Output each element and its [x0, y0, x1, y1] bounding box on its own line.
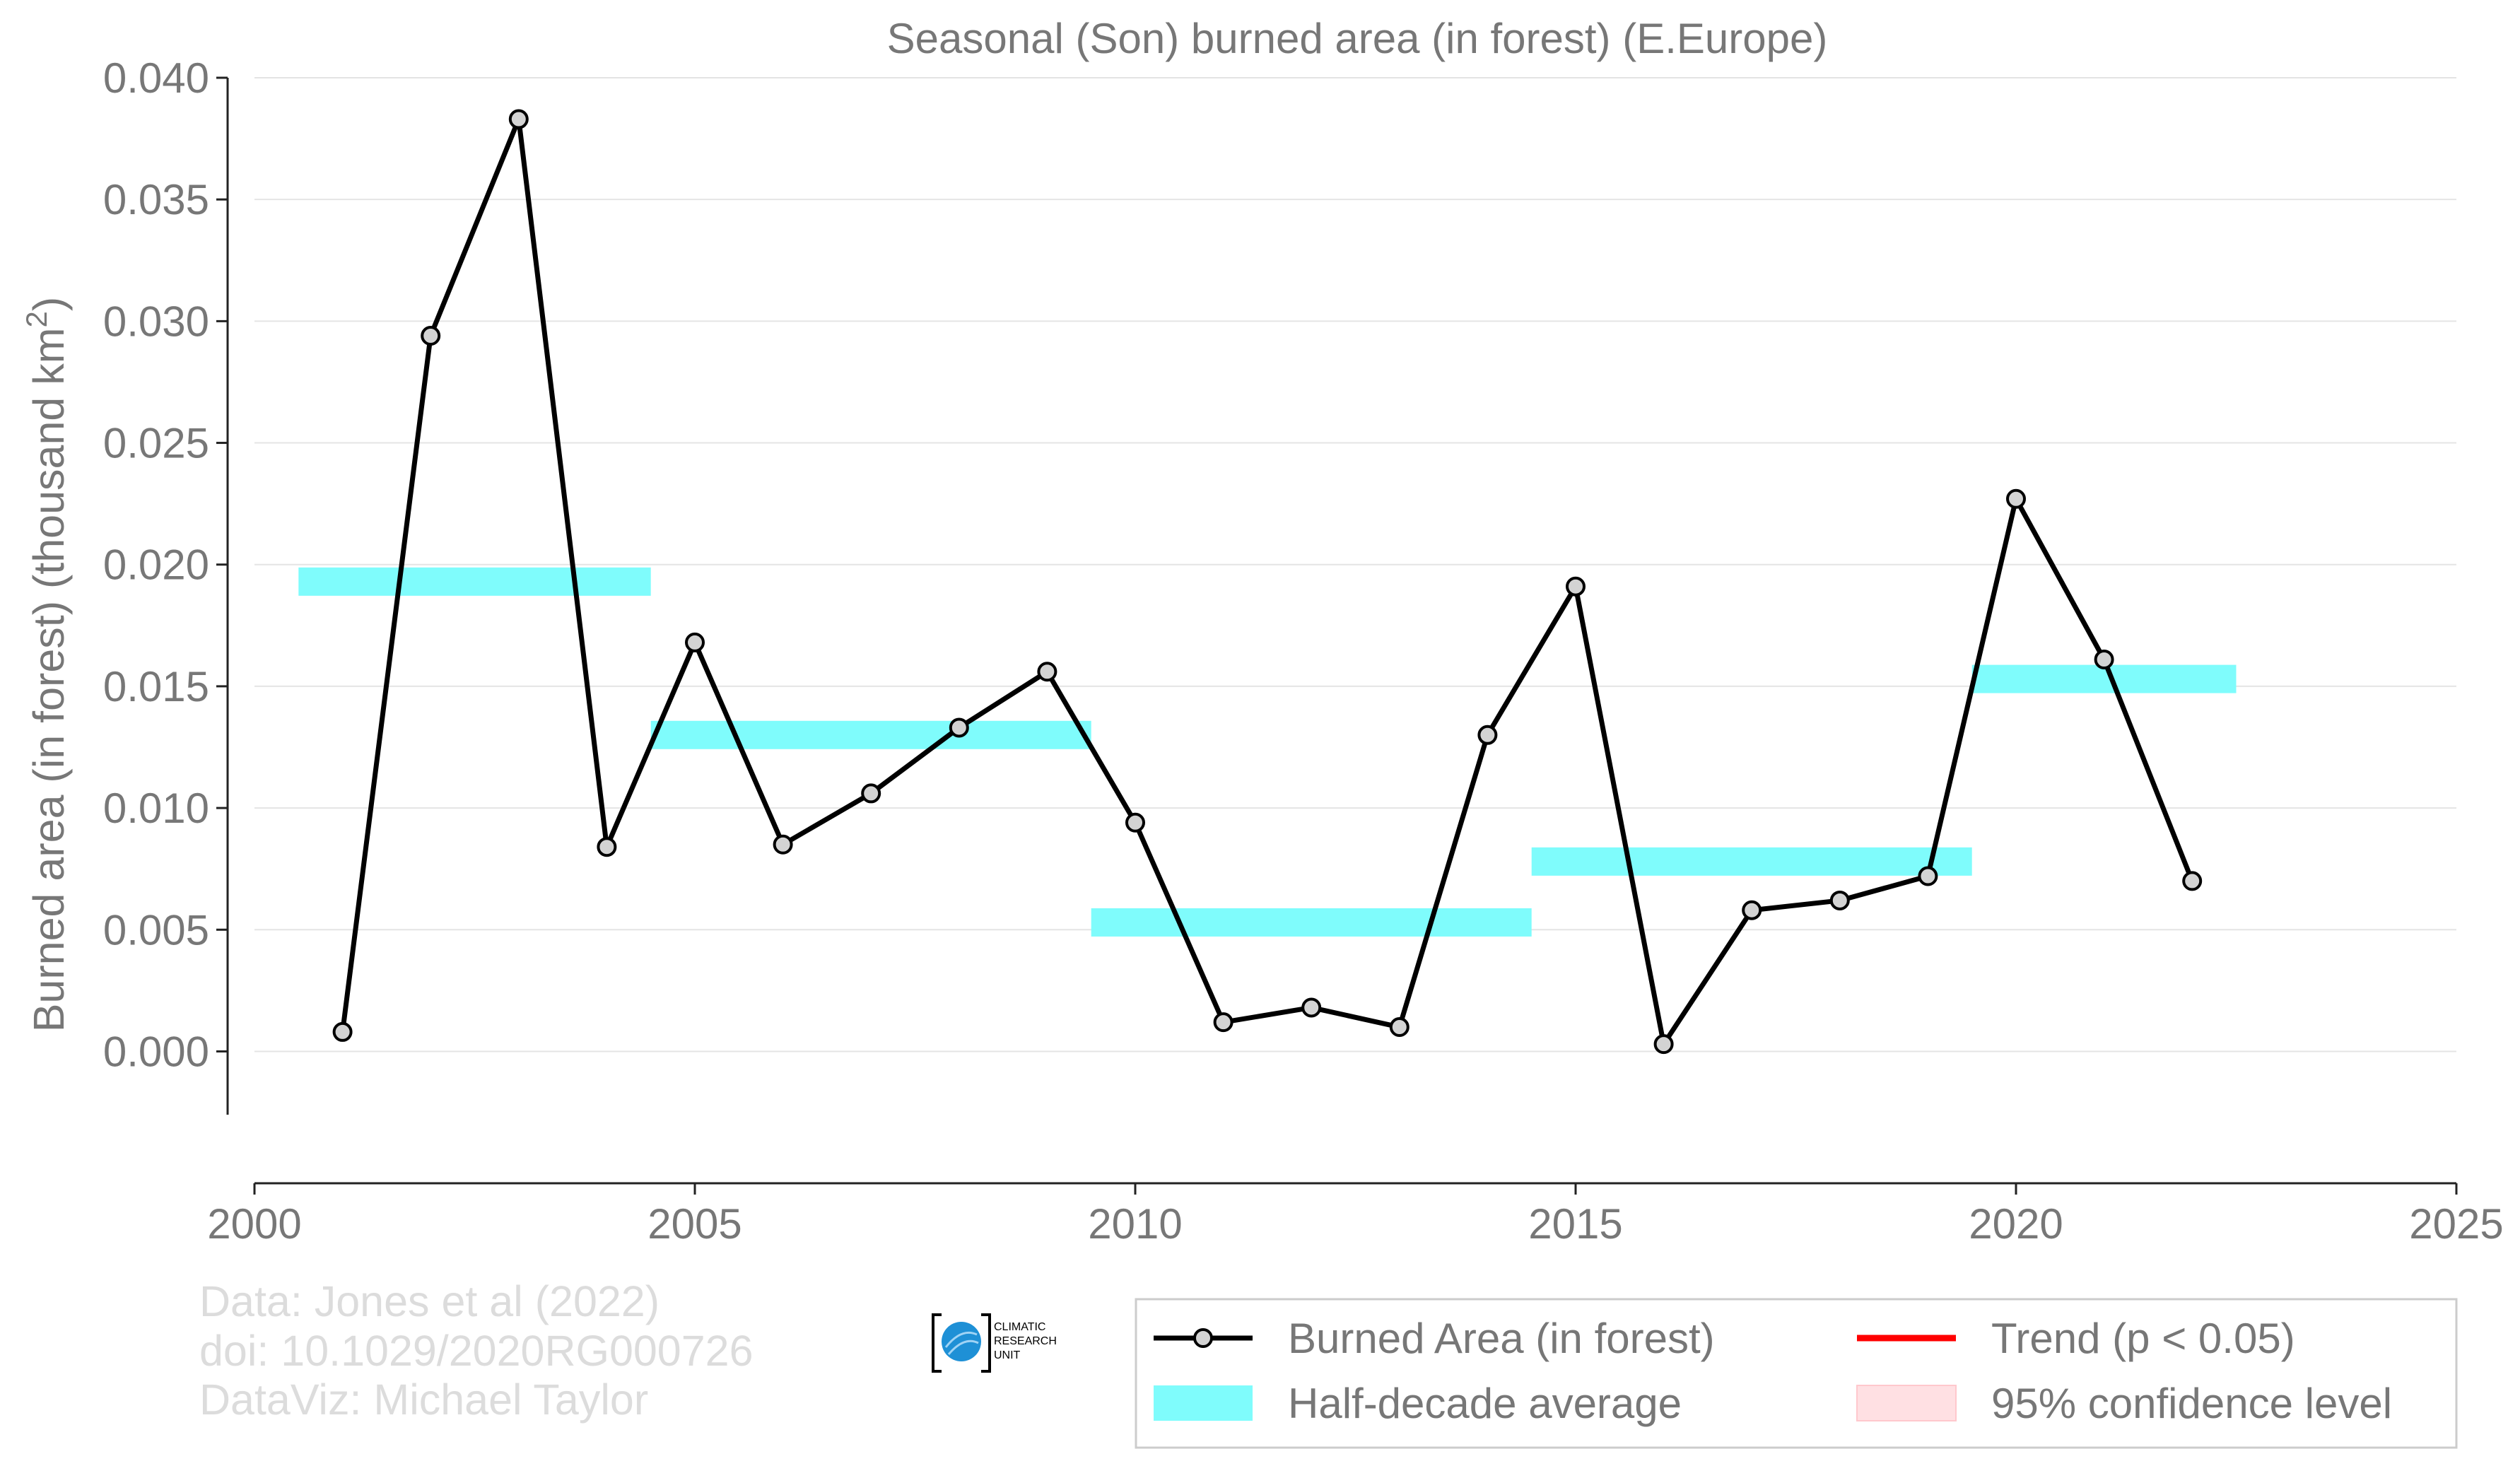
x-tick-label: 2020: [1969, 1200, 2063, 1248]
logo-text-2: RESEARCH: [994, 1335, 1057, 1347]
x-axis-ticks: 2000 2005 2010 2015 2020 2025: [207, 1183, 2504, 1248]
data-point: [1301, 997, 1322, 1018]
burned-area-line: [340, 117, 2195, 1047]
credit-data-source: Data: Jones et al (2022): [199, 1277, 660, 1325]
chart-title: Seasonal (Son) burned area (in forest) (…: [887, 15, 1828, 62]
data-point: [1389, 1017, 1410, 1038]
y-axis-label: Burned area (in forest) (thousand km2): [20, 297, 73, 1033]
y-axis-label-main: Burned area (in forest) (thousand km: [25, 327, 73, 1032]
data-point: [421, 326, 441, 346]
legend-label-burned-area: Burned Area (in forest): [1288, 1315, 1715, 1362]
legend-label-half-decade: Half-decade average: [1288, 1380, 1682, 1427]
logo-text-1: CLIMATIC: [994, 1321, 1045, 1333]
data-point: [508, 109, 529, 129]
legend-label-trend: Trend (p < 0.05): [1991, 1315, 2295, 1362]
data-point: [1037, 662, 1057, 682]
credit-doi: doi: 10.1029/2020RG000726: [199, 1327, 754, 1375]
y-tick-label: 0.010: [103, 785, 209, 832]
y-axis-label-close: ): [25, 297, 73, 311]
x-tick-label: 2005: [647, 1200, 742, 1248]
y-axis-label-superscript: 2: [20, 311, 53, 327]
data-point: [597, 837, 617, 857]
y-tick-label: 0.025: [103, 420, 209, 467]
data-point: [1829, 890, 1850, 910]
half-decade-average-bar: [1531, 847, 1972, 876]
logo-text-3: UNIT: [994, 1349, 1021, 1361]
half-decade-average-bar: [650, 720, 1091, 749]
data-point: [1742, 900, 1762, 920]
y-axis-ticks: 0.000 0.005 0.010 0.015 0.020 0.025 0.030 0.035…: [103, 54, 228, 1075]
half-decade-average-bar: [1091, 908, 1532, 937]
y-tick-label: 0.035: [103, 176, 209, 223]
y-tick-label: 0.030: [103, 298, 209, 345]
x-tick-label: 2000: [207, 1200, 301, 1248]
x-tick-label: 2015: [1528, 1200, 1622, 1248]
legend-swatch-confidence: [1856, 1385, 1957, 1421]
y-tick-label: 0.020: [103, 541, 209, 589]
data-point: [2006, 488, 2026, 509]
x-tick-label: 2025: [2409, 1200, 2503, 1248]
data-point: [332, 1021, 353, 1042]
y-tick-label: 0.000: [103, 1028, 209, 1075]
y-tick-label: 0.005: [103, 906, 209, 954]
legend: Burned Area (in forest) Trend (p < 0.05)…: [1135, 1298, 2458, 1449]
legend-label-confidence: 95% confidence level: [1991, 1380, 2392, 1427]
legend-box: [1135, 1298, 2458, 1449]
half-decade-average-bar: [1971, 664, 2237, 693]
data-point: [685, 632, 705, 652]
data-point: [773, 834, 793, 855]
data-point: [1566, 576, 1586, 597]
data-point: [1918, 866, 1938, 886]
burned-area-points: [332, 109, 2203, 1055]
data-point: [1653, 1034, 1674, 1055]
legend-swatch-half-decade: [1154, 1385, 1253, 1421]
cru-logo: CLIMATIC RESEARCH UNIT: [932, 1313, 1057, 1373]
half-decade-average-bars: [298, 567, 2237, 937]
legend-marker-burned-area: [1193, 1328, 1213, 1348]
data-point: [861, 783, 881, 804]
data-point: [2094, 650, 2114, 670]
grid: [254, 77, 2456, 1052]
y-tick-label: 0.015: [103, 663, 209, 710]
data-point: [1213, 1012, 1233, 1033]
y-tick-label: 0.040: [103, 54, 209, 102]
data-point: [1477, 725, 1498, 745]
data-point: [1125, 812, 1145, 833]
x-tick-label: 2010: [1088, 1200, 1182, 1248]
credit-dataviz: DataViz: Michael Taylor: [199, 1376, 649, 1424]
data-point: [2182, 871, 2203, 891]
data-point: [949, 717, 969, 738]
half-decade-average-bar: [298, 567, 651, 596]
